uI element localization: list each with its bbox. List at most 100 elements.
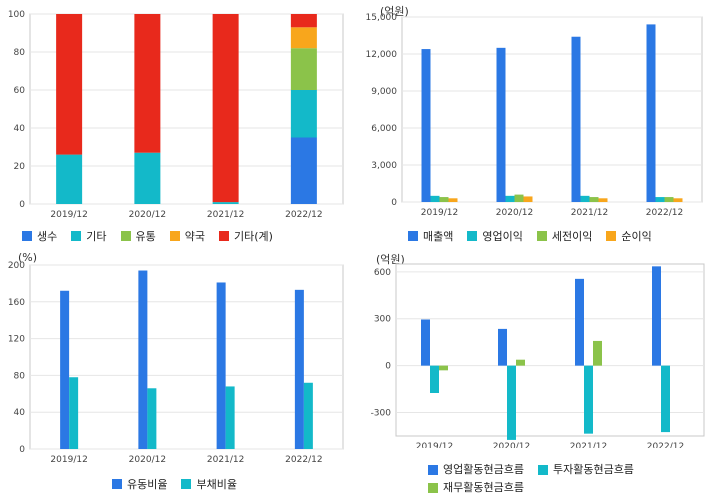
- legend-swatch: [181, 479, 192, 489]
- x-tick-label: 2019/12: [421, 208, 458, 218]
- legend-label: 재무활동현금흐름: [443, 481, 524, 494]
- legend-label: 영업이익: [482, 230, 523, 243]
- legend-label: 부채비율: [196, 478, 237, 491]
- legend-label: 기타: [86, 230, 107, 243]
- bar-순이익: [673, 198, 683, 202]
- legend-swatch: [428, 483, 438, 493]
- legend-item: 유통: [120, 228, 156, 244]
- y-tick-label: 200: [8, 261, 25, 271]
- bar-영업이익: [430, 195, 440, 202]
- unit-label-2: (억원): [380, 5, 409, 18]
- legend-swatch: [120, 231, 131, 241]
- legend-income: 매출액 영업이익 세전이익 순이익: [408, 228, 666, 244]
- unit-label-4: (억원): [376, 253, 405, 266]
- legend-label: 순이익: [621, 230, 652, 243]
- y-tick-label: 0: [385, 362, 391, 372]
- y-tick-label: 80: [14, 371, 26, 381]
- y-tick-label: 100: [8, 10, 25, 20]
- legend-swatch: [219, 231, 229, 241]
- x-tick-label: 2020/12: [129, 455, 166, 465]
- x-tick-label: 2020/12: [129, 210, 166, 220]
- bar-영업활동현금흐름: [421, 319, 430, 366]
- bar-투자활동현금흐름: [507, 365, 516, 440]
- legend-item: 매출액: [408, 228, 453, 244]
- bar-재무활동현금흐름: [516, 359, 525, 366]
- y-tick-label: 0: [19, 445, 25, 455]
- bar-재무활동현금흐름: [439, 365, 448, 371]
- chart-product-mix: 0 20 40 60 80 100 2019/12 2020/12 2021/12 2022/12: [8, 10, 344, 220]
- bar-기타: [134, 152, 161, 204]
- bar-유통: [290, 48, 317, 90]
- y-tick-label: 6,000: [371, 124, 397, 134]
- legend-swatch: [536, 231, 547, 241]
- x-tick-label: 2020/12: [493, 442, 530, 448]
- bar-유동비율: [294, 289, 304, 449]
- y-tick-label: 80: [14, 48, 26, 58]
- bar-순이익: [598, 198, 608, 202]
- legend-label: 생수: [37, 230, 58, 243]
- plot-area: [401, 16, 703, 203]
- chart-cashflow: -300 0 300 600 2019/12 2020/12 2021/12 2022/12: [371, 263, 705, 448]
- y-tick-label: 12,000: [366, 50, 398, 60]
- legend-item: 기타(계): [219, 228, 273, 244]
- bar-매출액: [646, 24, 656, 203]
- legend-swatch: [606, 231, 617, 241]
- legend-item: 부채비율: [181, 476, 237, 492]
- y-tick-label: 160: [8, 298, 25, 308]
- y-tick-label: 9,000: [371, 87, 397, 97]
- chart-income: 0 3,000 6,000 9,000 12,000 15,000 2019/12 2020/…: [366, 13, 703, 218]
- bar-순이익: [523, 196, 533, 202]
- y-tick-label: -300: [371, 409, 392, 419]
- x-tick-label: 2019/12: [416, 442, 453, 448]
- bar-기타: [290, 90, 317, 138]
- y-tick-label: 60: [14, 86, 26, 96]
- legend-label: 투자활동현금흐름: [552, 463, 634, 476]
- legend-label: 유통: [135, 230, 156, 243]
- bar-생수: [290, 137, 317, 204]
- unit-label-3: (%): [18, 251, 38, 264]
- bar-재무활동현금흐름: [593, 340, 602, 366]
- bar-영업이익: [655, 197, 665, 202]
- x-tick-label: 2021/12: [207, 210, 244, 220]
- bar-세전이익: [514, 194, 524, 202]
- legend-swatch: [169, 231, 180, 241]
- legend-swatch: [22, 231, 32, 241]
- bar-매출액: [571, 36, 581, 202]
- bar-부채비율: [69, 377, 79, 449]
- legend-swatch: [408, 231, 418, 241]
- bar-매출액: [496, 47, 506, 203]
- y-tick-label: 40: [14, 124, 26, 134]
- x-tick-label: 2019/12: [50, 455, 87, 465]
- y-tick-label: 600: [374, 268, 391, 278]
- legend-label: 유동비율: [127, 478, 168, 491]
- bar-영업활동현금흐름: [652, 266, 661, 366]
- legend-item: 세전이익: [536, 228, 592, 244]
- legend-product-mix: 생수 기타 유통 약국 기타(계): [22, 228, 287, 244]
- legend-item: 영업활동현금흐름: [428, 462, 524, 478]
- y-tick-label: 3,000: [371, 161, 397, 171]
- legend-item: 기타: [71, 228, 107, 244]
- bar-기타(계): [56, 14, 83, 155]
- bar-영업이익: [505, 195, 515, 202]
- plot-area: [29, 264, 344, 450]
- legend-swatch: [537, 465, 548, 475]
- y-tick-label: 0: [391, 198, 397, 208]
- bar-부채비율: [225, 386, 235, 449]
- x-tick-label: 2021/12: [570, 442, 607, 448]
- legend-label: 기타(계): [234, 230, 273, 243]
- y-tick-label: 15,000: [366, 13, 398, 23]
- bar-기타(계): [134, 14, 161, 153]
- x-tick-label: 2022/12: [285, 210, 322, 220]
- y-tick-label: 120: [8, 335, 25, 345]
- bar-기타(계): [290, 14, 317, 28]
- bar-세전이익: [439, 197, 449, 202]
- legend-item: 영업이익: [467, 228, 523, 244]
- bar-유동비율: [60, 290, 70, 449]
- legend-swatch: [428, 465, 438, 475]
- legend-item: 순이익: [606, 228, 652, 244]
- x-tick-label: 2022/12: [646, 208, 683, 218]
- x-tick-label: 2021/12: [571, 208, 608, 218]
- legend-label: 매출액: [423, 230, 454, 243]
- bar-세전이익: [589, 197, 599, 202]
